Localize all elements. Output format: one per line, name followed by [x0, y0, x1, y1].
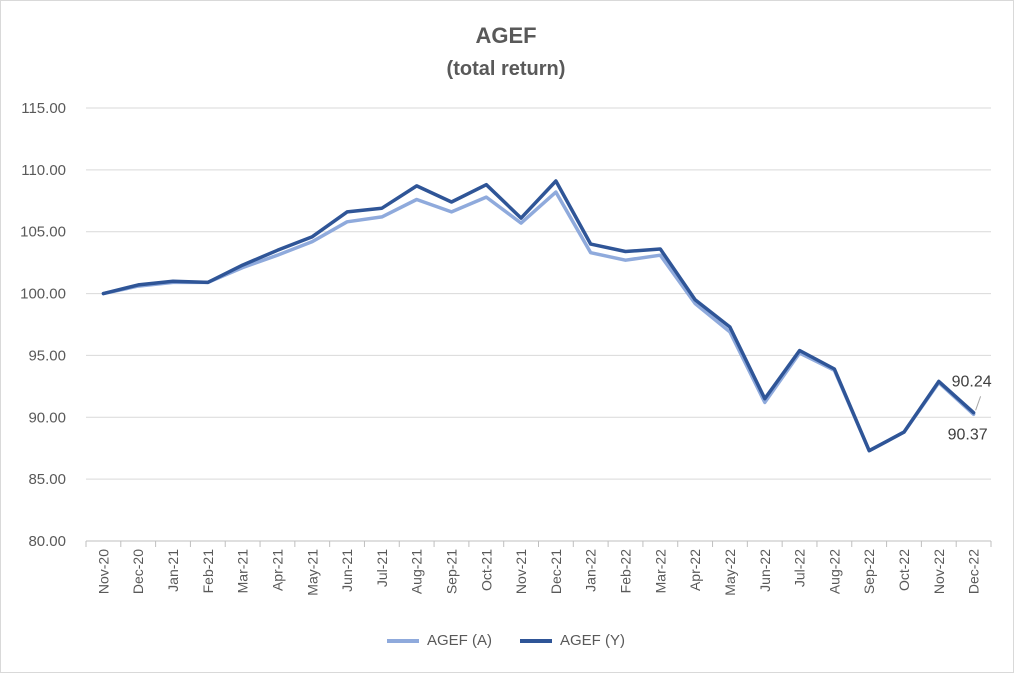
legend-swatch-agef-a	[386, 638, 419, 643]
x-tick-label: May-21	[304, 549, 320, 596]
legend-item-agef-a: AGEF (A)	[386, 632, 492, 649]
y-tick-label: 110.00	[21, 162, 66, 179]
x-tick-label: Jul-21	[374, 549, 390, 587]
x-axis: Nov-20 Dec-20 Jan-21 Feb-21 Mar-21 Apr-21 May-…	[85, 541, 992, 596]
x-tick-label: Dec-22	[966, 549, 982, 594]
x-tick-label: Mar-21	[235, 549, 251, 594]
legend-label-agef-y: AGEF (Y)	[560, 632, 626, 649]
x-tick-label: May-22	[722, 549, 738, 596]
x-tick-label: Jun-22	[757, 549, 773, 592]
x-tick-label: Apr-21	[269, 549, 285, 591]
gridlines	[86, 107, 991, 542]
y-tick-label: 115.00	[21, 100, 66, 117]
data-label-leader	[975, 396, 982, 411]
x-tick-label: Jan-22	[583, 549, 599, 592]
chart-title: AGEF	[475, 23, 537, 48]
chart-subtitle: (total return)	[446, 58, 566, 80]
y-tick-label: 105.00	[20, 224, 66, 241]
x-tick-label: Jan-21	[165, 549, 181, 592]
x-tick-label: Dec-21	[548, 549, 564, 594]
y-tick-label: 100.00	[20, 286, 66, 303]
data-label-agef-y-last: 90.37	[948, 427, 988, 444]
legend-swatch-agef-y	[520, 638, 552, 643]
x-tick-label: Oct-21	[478, 549, 494, 591]
x-tick-label: Feb-21	[200, 549, 216, 594]
series-line-agef-y	[101, 179, 976, 453]
x-tick-label: Oct-22	[896, 549, 912, 591]
x-tick-label: Aug-21	[409, 549, 425, 594]
x-tick-label: Aug-22	[826, 549, 842, 594]
x-tick-label: Dec-20	[130, 549, 146, 594]
y-tick-label: 95.00	[28, 347, 66, 364]
x-tick-label: Apr-22	[687, 549, 703, 591]
x-tick-label: Sep-21	[443, 549, 459, 594]
x-tick-label: Mar-22	[652, 549, 668, 594]
y-tick-label: 85.00	[28, 471, 66, 488]
data-label-agef-a-last: 90.24	[952, 373, 992, 390]
legend: AGEF (A) AGEF (Y)	[0, 632, 1012, 649]
legend-item-agef-y: AGEF (Y)	[520, 632, 625, 649]
series-lines	[101, 179, 976, 453]
y-axis-ticks: 80.00 85.00 90.00 95.00 100.00 105.00 110.00 11…	[20, 100, 66, 550]
y-tick-label: 90.00	[28, 409, 66, 426]
x-tick-label: Feb-22	[618, 549, 634, 594]
x-tick-label: Jun-21	[339, 549, 355, 592]
legend-label-agef-a: AGEF (A)	[426, 632, 492, 649]
x-tick-label: Jul-22	[792, 549, 808, 587]
x-tick-label: Nov-22	[931, 549, 947, 594]
data-labels: 90.24 90.37	[948, 373, 992, 443]
x-tick-label: Nov-20	[95, 549, 111, 594]
series-line-agef-a	[101, 190, 976, 453]
y-tick-label: 80.00	[28, 533, 66, 550]
x-tick-label: Nov-21	[513, 549, 529, 594]
x-tick-label: Sep-22	[861, 549, 877, 594]
